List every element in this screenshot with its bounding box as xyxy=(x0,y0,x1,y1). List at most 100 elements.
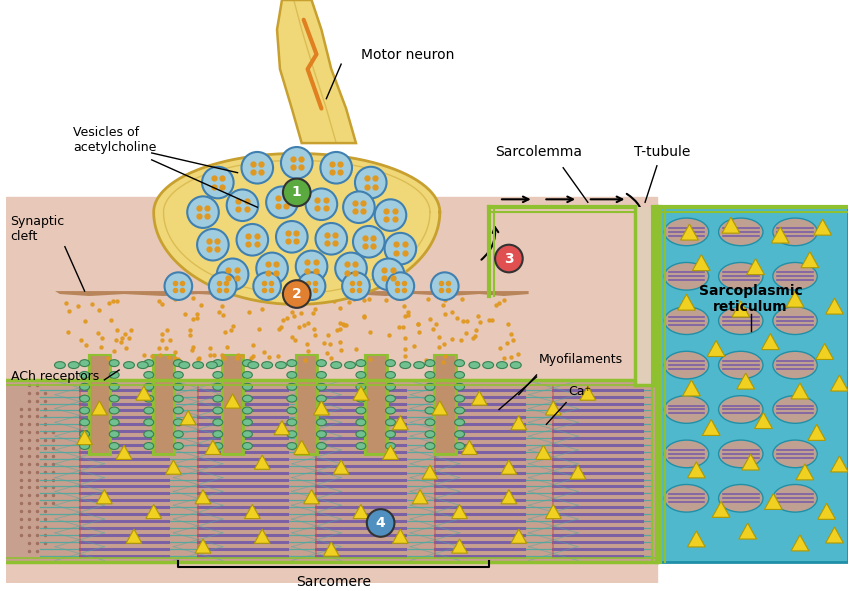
Circle shape xyxy=(335,252,367,284)
Ellipse shape xyxy=(143,395,154,402)
Ellipse shape xyxy=(109,431,119,437)
Ellipse shape xyxy=(247,362,258,369)
Bar xyxy=(6,197,656,583)
Polygon shape xyxy=(352,386,368,400)
Polygon shape xyxy=(304,489,319,504)
Ellipse shape xyxy=(173,407,183,414)
Circle shape xyxy=(355,167,386,199)
Ellipse shape xyxy=(316,395,326,402)
Circle shape xyxy=(305,189,337,220)
Ellipse shape xyxy=(385,431,395,437)
Ellipse shape xyxy=(143,360,154,366)
Ellipse shape xyxy=(385,372,395,378)
Text: 3: 3 xyxy=(503,252,514,265)
Ellipse shape xyxy=(287,395,296,402)
Bar xyxy=(433,355,456,454)
Ellipse shape xyxy=(287,384,296,390)
Ellipse shape xyxy=(356,407,365,414)
Circle shape xyxy=(253,272,281,300)
Circle shape xyxy=(226,190,258,221)
Polygon shape xyxy=(701,420,719,436)
Ellipse shape xyxy=(385,395,395,402)
Polygon shape xyxy=(687,531,705,547)
Ellipse shape xyxy=(212,372,223,378)
Ellipse shape xyxy=(316,360,326,366)
Ellipse shape xyxy=(212,407,223,414)
Ellipse shape xyxy=(79,384,90,390)
Ellipse shape xyxy=(454,360,464,366)
Polygon shape xyxy=(807,424,825,440)
Circle shape xyxy=(495,245,522,272)
Polygon shape xyxy=(754,413,771,428)
Ellipse shape xyxy=(276,362,286,369)
Polygon shape xyxy=(795,464,813,480)
Ellipse shape xyxy=(717,307,762,335)
Ellipse shape xyxy=(287,372,296,378)
Polygon shape xyxy=(154,154,439,304)
Ellipse shape xyxy=(454,372,464,378)
Polygon shape xyxy=(293,440,310,454)
Ellipse shape xyxy=(316,384,326,390)
Ellipse shape xyxy=(425,431,434,437)
Ellipse shape xyxy=(242,384,252,390)
Ellipse shape xyxy=(242,443,252,450)
Polygon shape xyxy=(451,505,467,519)
Ellipse shape xyxy=(425,372,434,378)
Polygon shape xyxy=(817,504,834,519)
Ellipse shape xyxy=(717,262,762,290)
Polygon shape xyxy=(205,440,221,454)
Ellipse shape xyxy=(664,351,708,379)
Ellipse shape xyxy=(79,419,90,426)
Ellipse shape xyxy=(79,431,90,437)
Ellipse shape xyxy=(212,360,223,366)
Ellipse shape xyxy=(173,419,183,426)
Ellipse shape xyxy=(356,372,365,378)
Text: Ca⁺: Ca⁺ xyxy=(567,385,590,398)
Ellipse shape xyxy=(772,262,816,290)
Ellipse shape xyxy=(173,372,183,378)
Ellipse shape xyxy=(178,362,189,369)
Circle shape xyxy=(298,272,325,300)
Circle shape xyxy=(209,272,236,300)
Circle shape xyxy=(386,272,414,300)
Circle shape xyxy=(281,147,312,178)
Ellipse shape xyxy=(261,362,272,369)
Polygon shape xyxy=(830,456,847,472)
Ellipse shape xyxy=(55,362,66,369)
Polygon shape xyxy=(313,401,329,415)
Circle shape xyxy=(282,178,310,206)
Polygon shape xyxy=(116,445,132,459)
Circle shape xyxy=(372,258,403,290)
Circle shape xyxy=(202,167,234,199)
Bar xyxy=(89,355,110,454)
Polygon shape xyxy=(421,465,438,479)
Ellipse shape xyxy=(717,218,762,246)
Polygon shape xyxy=(746,259,763,275)
Ellipse shape xyxy=(79,372,90,378)
Polygon shape xyxy=(382,445,397,459)
Polygon shape xyxy=(392,529,408,543)
Ellipse shape xyxy=(772,440,816,467)
Ellipse shape xyxy=(109,395,119,402)
Circle shape xyxy=(352,226,384,258)
Ellipse shape xyxy=(242,419,252,426)
Ellipse shape xyxy=(316,407,326,414)
Ellipse shape xyxy=(454,431,464,437)
Polygon shape xyxy=(815,343,833,359)
Bar xyxy=(364,355,386,454)
Circle shape xyxy=(165,272,192,300)
Ellipse shape xyxy=(664,440,708,467)
Circle shape xyxy=(217,258,248,290)
Polygon shape xyxy=(461,440,477,454)
Circle shape xyxy=(197,229,229,261)
Polygon shape xyxy=(680,224,698,240)
Polygon shape xyxy=(392,415,408,430)
Bar xyxy=(153,355,174,454)
Circle shape xyxy=(256,252,287,284)
Text: 2: 2 xyxy=(292,287,301,301)
Text: T-tubule: T-tubule xyxy=(633,145,689,159)
Ellipse shape xyxy=(664,396,708,423)
Ellipse shape xyxy=(316,443,326,450)
Polygon shape xyxy=(682,380,699,396)
Polygon shape xyxy=(510,415,526,430)
